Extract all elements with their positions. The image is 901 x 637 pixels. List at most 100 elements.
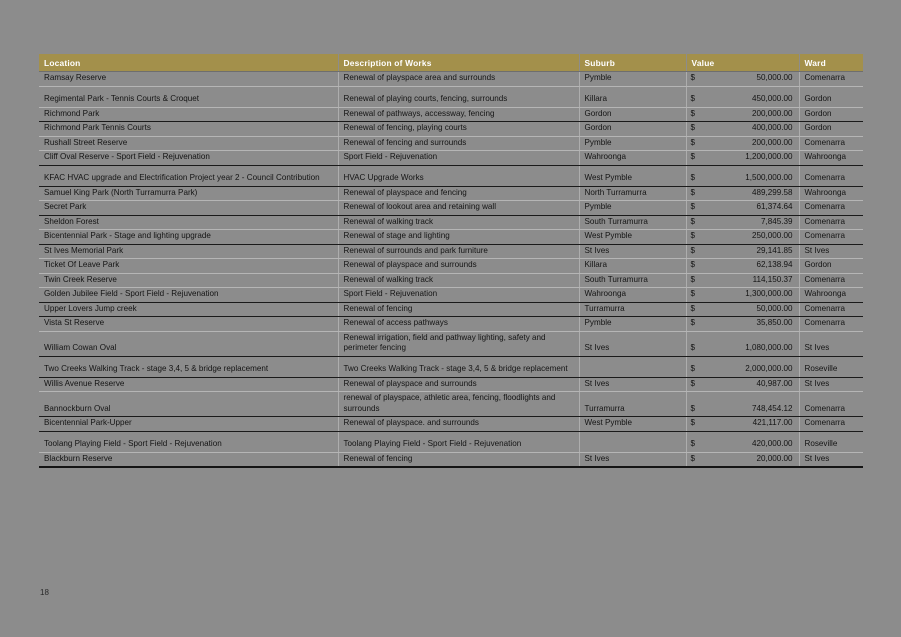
table-row: KFAC HVAC upgrade and Electrification Pr…: [39, 165, 863, 187]
cell-suburb: Pymble: [579, 71, 687, 87]
value-amount: 489,299.58: [751, 187, 793, 197]
cell-ward: Comenarra: [799, 136, 863, 151]
table-row: William Cowan Oval Renewal irrigation, fi…: [39, 331, 863, 357]
cell-suburb: Killara: [579, 258, 687, 274]
cell-location: Cliff Oval Reserve - Sport Field - Rejuv…: [39, 150, 339, 166]
cell-description: Renewal of stage and lighting: [338, 229, 580, 245]
cell-value: $250,000.00: [686, 229, 800, 245]
cell-description: HVAC Upgrade Works: [338, 165, 580, 187]
cell-ward: St Ives: [799, 244, 863, 259]
currency-symbol: $: [690, 260, 696, 269]
cell-description: Renewal of playing courts, fencing, surr…: [338, 86, 580, 108]
cell-location: Upper Lovers Jump creek: [39, 302, 339, 317]
cell-value: $1,300,000.00: [686, 287, 800, 303]
cell-suburb: West Pymble: [579, 229, 687, 245]
cell-ward: Comenarra: [799, 229, 863, 245]
currency-symbol: $: [690, 289, 696, 298]
cell-value: $420,000.00: [686, 431, 800, 453]
cell-description: Renewal of fencing: [338, 452, 580, 468]
table-row: Secret Park Renewal of lookout area and r…: [39, 200, 863, 216]
cell-value: $29,141.85: [686, 244, 800, 259]
currency-symbol: $: [690, 418, 696, 427]
currency-symbol: $: [690, 403, 696, 413]
cell-value: $2,000,000.00: [686, 356, 800, 378]
cell-location: Samuel King Park (North Turramurra Park): [39, 186, 339, 201]
cell-ward: Wahroonga: [799, 186, 863, 201]
cell-suburb: St Ives: [579, 331, 687, 357]
cell-suburb: [579, 356, 687, 378]
table-row: St Ives Memorial Park Renewal of surround…: [39, 244, 863, 259]
cell-description: Renewal irrigation, field and pathway li…: [338, 331, 580, 357]
cell-location: Two Creeks Walking Track - stage 3,4, 5 …: [39, 356, 339, 378]
cell-location: Ticket Of Leave Park: [39, 258, 339, 274]
cell-description: Renewal of playspace area and surrounds: [338, 71, 580, 87]
page-number: 18: [40, 588, 49, 597]
table-row: Upper Lovers Jump creek Renewal of fencin…: [39, 302, 863, 317]
column-header-suburb: Suburb: [579, 54, 687, 72]
value-amount: 61,374.64: [756, 202, 793, 211]
value-amount: 450,000.00: [751, 94, 793, 103]
currency-symbol: $: [690, 378, 696, 388]
value-amount: 250,000.00: [751, 231, 793, 240]
cell-description: Renewal of pathways, accessway, fencing: [338, 107, 580, 122]
cell-description: Renewal of fencing: [338, 302, 580, 317]
cell-suburb: Pymble: [579, 316, 687, 332]
cell-description: Renewal of surrounds and park furniture: [338, 244, 580, 259]
cell-ward: St Ives: [799, 377, 863, 392]
cell-value: $50,000.00: [686, 71, 800, 87]
cell-ward: Comenarra: [799, 215, 863, 230]
cell-description: Renewal of walking track: [338, 215, 580, 230]
cell-value: $1,500,000.00: [686, 165, 800, 187]
value-amount: 200,000.00: [751, 137, 793, 147]
cell-location: Regimental Park - Tennis Courts & Croque…: [39, 86, 339, 108]
cell-value: $421,117.00: [686, 416, 800, 432]
table-row: Bannockburn Oval renewal of playspace, at…: [39, 391, 863, 417]
cell-location: Ramsay Reserve: [39, 71, 339, 87]
cell-suburb: St Ives: [579, 244, 687, 259]
cell-value: $200,000.00: [686, 136, 800, 151]
value-amount: 20,000.00: [756, 453, 793, 463]
cell-suburb: Wahroonga: [579, 287, 687, 303]
currency-symbol: $: [690, 152, 696, 161]
currency-symbol: $: [690, 274, 696, 284]
cell-description: Renewal of playspace and fencing: [338, 186, 580, 201]
cell-suburb: Pymble: [579, 200, 687, 216]
cell-location: St Ives Memorial Park: [39, 244, 339, 259]
value-amount: 200,000.00: [751, 108, 793, 118]
cell-value: $62,138.94: [686, 258, 800, 274]
cell-value: $114,150.37: [686, 273, 800, 288]
cell-location: Richmond Park Tennis Courts: [39, 121, 339, 137]
cell-ward: Roseville: [799, 356, 863, 378]
table-row: Cliff Oval Reserve - Sport Field - Rejuv…: [39, 150, 863, 166]
table-row: Vista St Reserve Renewal of access pathwa…: [39, 316, 863, 332]
cell-description: Renewal of lookout area and retaining wa…: [338, 200, 580, 216]
cell-ward: Comenarra: [799, 416, 863, 432]
cell-ward: Comenarra: [799, 200, 863, 216]
cell-ward: Roseville: [799, 431, 863, 453]
cell-location: Richmond Park: [39, 107, 339, 122]
table-row: Golden Jubilee Field - Sport Field - Rej…: [39, 287, 863, 303]
cell-ward: St Ives: [799, 331, 863, 357]
cell-value: $748,454.12: [686, 391, 800, 417]
currency-symbol: $: [690, 453, 696, 463]
currency-symbol: $: [690, 364, 696, 373]
cell-ward: Comenarra: [799, 165, 863, 187]
currency-symbol: $: [690, 343, 696, 352]
cell-location: Rushall Street Reserve: [39, 136, 339, 151]
currency-symbol: $: [690, 318, 696, 327]
currency-symbol: $: [690, 202, 696, 211]
cell-ward: Wahroonga: [799, 150, 863, 166]
currency-symbol: $: [690, 245, 696, 255]
table-row: Bicentennial Park - Stage and lighting u…: [39, 229, 863, 245]
cell-suburb: St Ives: [579, 452, 687, 468]
currency-symbol: $: [690, 137, 696, 147]
cell-location: Vista St Reserve: [39, 316, 339, 332]
cell-value: $7,845.39: [686, 215, 800, 230]
cell-ward: Gordon: [799, 258, 863, 274]
column-header-description: Description of Works: [338, 54, 580, 72]
value-amount: 1,500,000.00: [745, 173, 793, 182]
value-amount: 420,000.00: [751, 439, 793, 448]
cell-location: Secret Park: [39, 200, 339, 216]
cell-ward: Comenarra: [799, 71, 863, 87]
cell-suburb: Killara: [579, 86, 687, 108]
